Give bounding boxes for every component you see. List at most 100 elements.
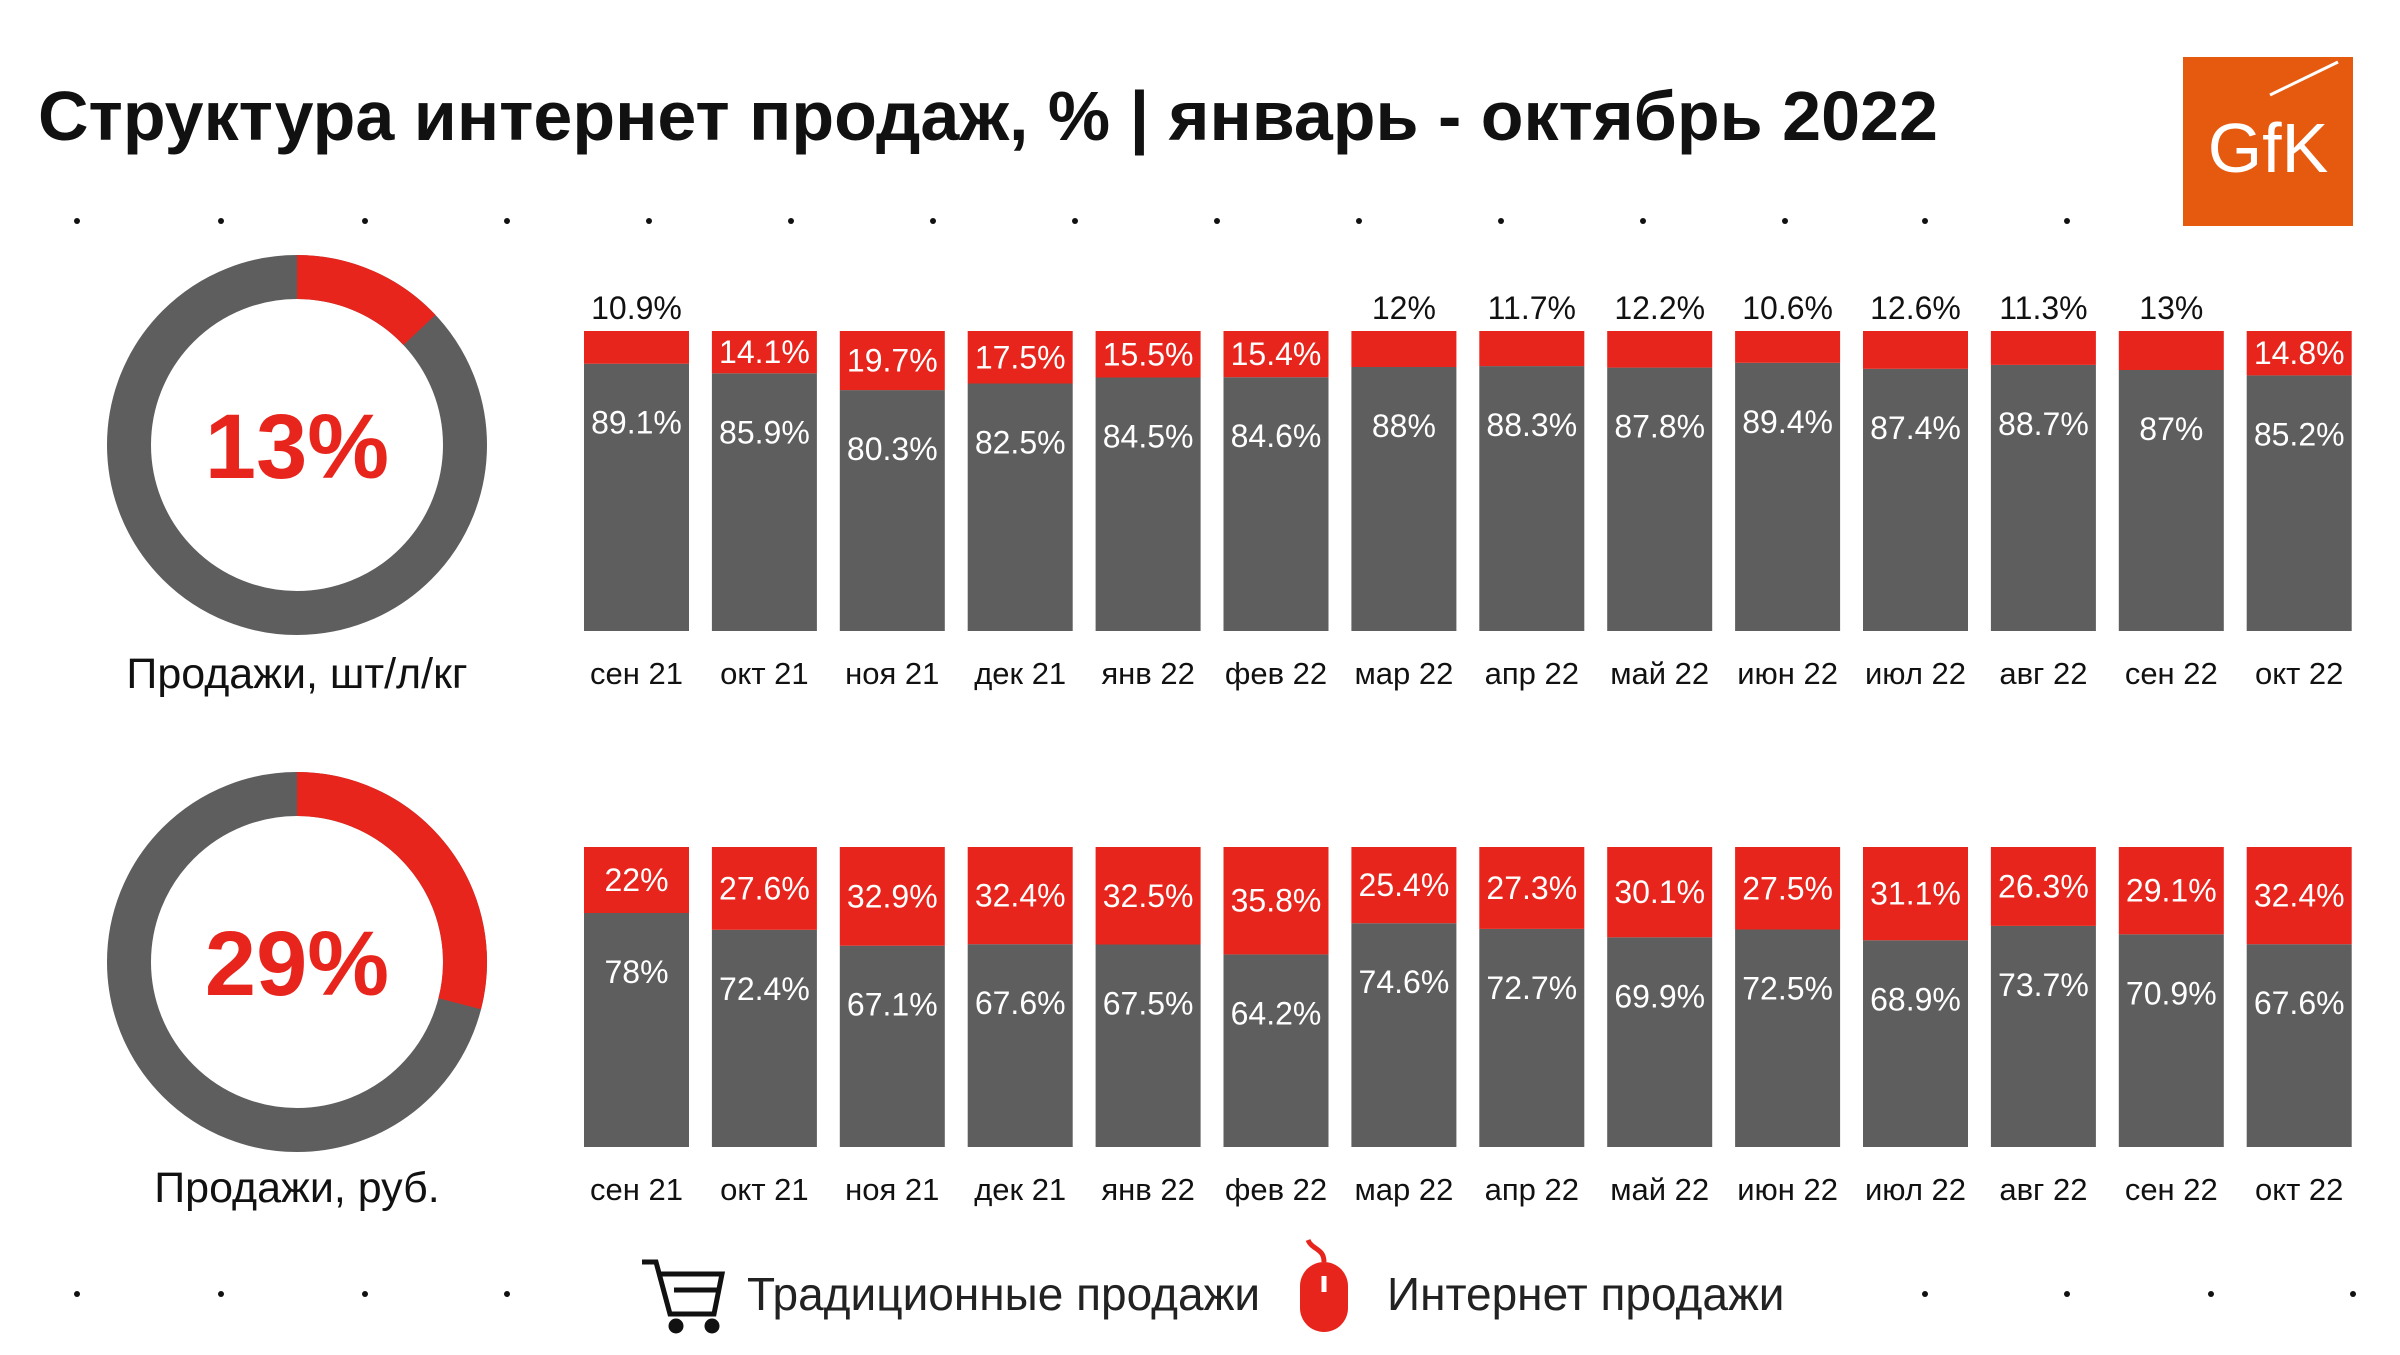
dot-row-top [74,218,2070,224]
bar-value-label: 67.5% [1103,986,1194,1022]
bar-value-label: 12.2% [1614,290,1705,326]
bar-value-label: 89.1% [591,405,682,441]
bar-segment [1223,847,1329,955]
bar-segment [1351,923,1457,1147]
bar-value-label: 29.1% [2126,873,2217,909]
legend-swatch [1300,1262,1348,1332]
x-tick-label: май 22 [1610,656,1709,691]
logo-stroke [2269,60,2339,97]
bar-value-label: 30.1% [1614,874,1705,910]
x-tick-label: фев 22 [1225,656,1327,691]
x-tick-label: мар 22 [1354,1172,1453,1207]
x-tick-label: сен 22 [2125,656,2218,691]
bar-segment [1990,364,2096,631]
bar-value-label: 32.5% [1103,878,1194,914]
bar-value-label: 15.4% [1231,336,1322,372]
bar-segment [839,331,945,391]
bar-value-label: 68.9% [1870,981,1961,1017]
bar-value-label: 80.3% [847,431,938,467]
bar-value-label: 14.1% [719,334,810,370]
bar-segment [967,944,1073,1147]
cart-icon [642,1259,726,1334]
legend-label: Интернет продажи [1387,1268,1784,1320]
bar-segment [1863,368,1968,631]
donut-label: Продажи, руб. [154,1164,439,1212]
bar-segment [839,390,945,631]
bar-value-label: 17.5% [975,339,1066,375]
bar-segment [1479,366,1585,631]
donut-value: 29% [205,913,389,1015]
bar-value-label: 72.5% [1742,971,1833,1007]
bar-value-label: 88.7% [1998,406,2089,442]
bar-value-label: 27.5% [1742,870,1833,906]
bar-segment [584,363,689,631]
bar-segment [2246,331,2352,376]
bar-segment [1351,367,1457,631]
mouse-icon [1300,1238,1348,1332]
x-tick-label: янв 22 [1101,656,1194,691]
bar-segment [711,847,817,930]
x-tick-label: июн 22 [1737,1172,1838,1207]
bar-value-label: 87.4% [1870,410,1961,446]
bar-value-label: 82.5% [975,425,1066,461]
bar-value-label: 64.2% [1231,995,1322,1031]
bar-segment [1351,847,1457,924]
bar-segment [1351,331,1457,367]
bar-value-label: 32.9% [847,878,938,914]
bar-value-label: 31.1% [1870,876,1961,912]
bar-value-label: 27.6% [719,870,810,906]
bar-value-label: 19.7% [847,343,938,379]
bar-segment [1735,362,1841,631]
x-tick-label: май 22 [1610,1172,1709,1207]
bar-value-label: 87% [2139,411,2203,447]
bar-value-label: 32.4% [975,878,1066,914]
x-tick-label: дек 21 [974,656,1066,691]
donut-value: 13% [205,396,389,498]
bar-value-label: 84.5% [1103,419,1194,455]
bar-value-label: 35.8% [1231,883,1322,919]
bar-segment [967,383,1073,631]
bar-value-label: 74.6% [1359,964,1450,1000]
bar-segment [1607,331,1713,368]
bar-segment [1990,847,2096,926]
x-tick-label: окт 22 [2255,656,2343,691]
bar-value-label: 26.3% [1998,868,2089,904]
bar-segment [1735,331,1841,363]
bar-segment [967,331,1073,384]
bar-segment [1863,940,1968,1147]
bar-segment [1223,954,1329,1147]
x-tick-label: сен 22 [2125,1172,2218,1207]
bar-value-label: 70.9% [2126,975,2217,1011]
bar-value-label: 72.7% [1486,970,1577,1006]
bar-value-label: 87.8% [1614,409,1705,445]
bar-value-label: 10.9% [591,290,682,326]
x-tick-label: фев 22 [1225,1172,1327,1207]
bar-value-label: 78% [604,954,668,990]
bar-segment [1990,331,2096,365]
bar-segment [839,945,945,1147]
bar-segment [711,373,817,631]
bar-value-label: 15.5% [1103,336,1194,372]
x-tick-label: окт 21 [720,656,808,691]
bar-segment [2118,934,2224,1147]
bar-value-label: 11.7% [1488,290,1576,326]
x-tick-label: ноя 21 [845,1172,939,1207]
bar-segment [1863,847,1968,941]
bar-value-label: 13% [2139,290,2203,326]
bar-value-label: 72.4% [719,971,810,1007]
x-tick-label: апр 22 [1485,656,1579,691]
bar-segment [1607,847,1713,938]
legend-label: Традиционные продажи [747,1268,1260,1320]
bar-value-label: 32.4% [2254,878,2345,914]
bar-segment [1479,331,1585,367]
bar-segment [2118,331,2224,370]
bar-value-label: 89.4% [1742,404,1833,440]
x-tick-label: июн 22 [1737,656,1838,691]
bar-value-label: 25.4% [1359,867,1450,903]
bar-value-label: 73.7% [1998,967,2089,1003]
x-tick-label: сен 21 [590,656,683,691]
bar-value-label: 85.9% [719,414,810,450]
bar-value-label: 69.9% [1614,978,1705,1014]
bar-segment [839,847,945,946]
x-tick-label: окт 21 [720,1172,808,1207]
